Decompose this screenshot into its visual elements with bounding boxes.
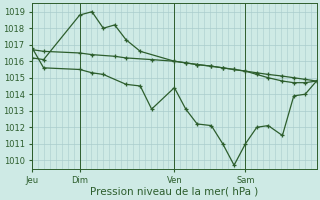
X-axis label: Pression niveau de la mer( hPa ): Pression niveau de la mer( hPa )	[90, 187, 259, 197]
